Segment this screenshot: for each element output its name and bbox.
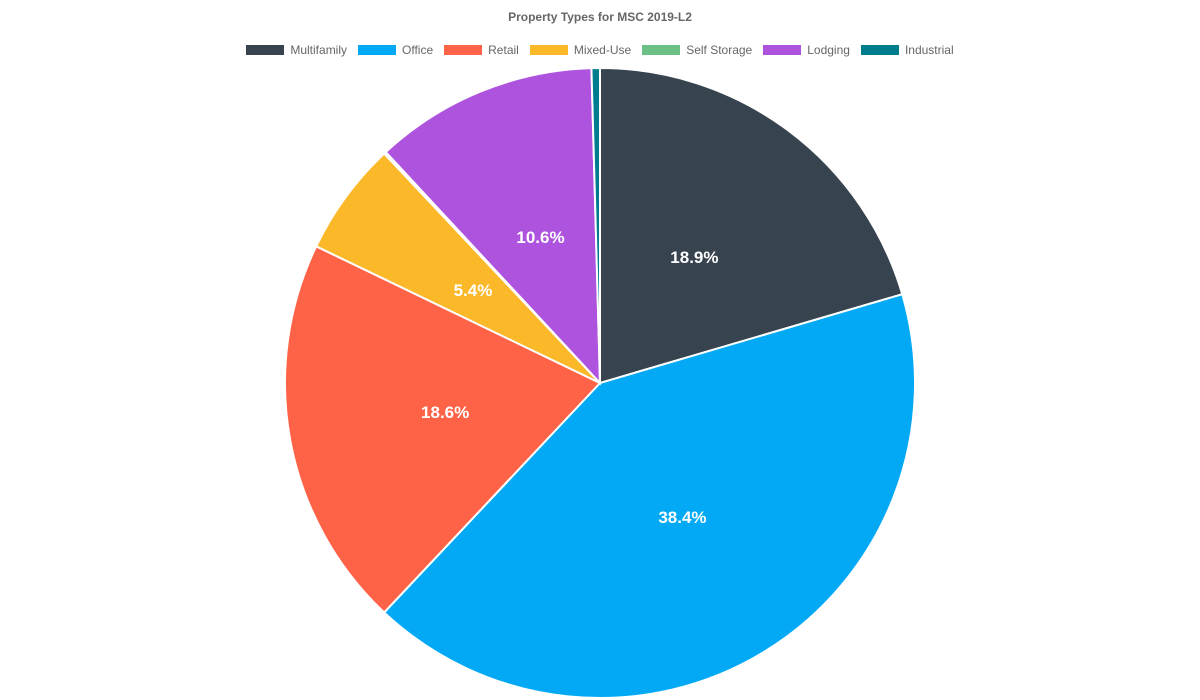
legend-item-lodging[interactable]: Lodging [763,43,850,57]
legend-item-mixed-use[interactable]: Mixed-Use [529,43,632,57]
legend-swatch [860,45,899,55]
legend-item-office[interactable]: Office [358,43,433,57]
legend-item-multifamily[interactable]: Multifamily [246,43,347,57]
legend-label: Mixed-Use [573,43,632,57]
legend-item-self-storage[interactable]: Self Storage [642,43,752,57]
data-label-mixed-use: 5.4% [454,281,493,300]
data-label-multifamily: 18.9% [670,248,718,267]
legend-item-retail[interactable]: Retail [444,43,519,57]
data-label-lodging: 10.6% [516,228,564,247]
legend-label: Multifamily [290,43,348,57]
legend-label: Office [402,43,434,57]
legend-swatch [529,45,568,55]
pie-slice-retail[interactable] [284,244,602,614]
legend-item-industrial[interactable]: Industrial [860,43,954,57]
pie-slice-office[interactable] [382,293,916,699]
legend-label: Self Storage [686,43,753,57]
legend-swatch [763,45,802,55]
legend: Multifamily Office Retail Mixed-Use Self Sto… [0,43,1200,57]
pie-slice-multifamily[interactable] [599,66,904,385]
legend-label: Retail [488,43,519,57]
legend-label: Lodging [807,43,850,57]
legend-swatch [444,45,483,55]
pie-slice-industrial[interactable] [590,66,601,384]
legend-swatch [246,45,285,55]
chart-title: Property Types for MSC 2019-L2 [508,10,692,24]
legend-swatch [642,45,681,55]
data-label-retail: 18.6% [421,403,469,422]
data-label-office: 38.4% [658,508,706,527]
legend-swatch [358,45,397,55]
legend-label: Industrial [904,43,954,57]
pie-slice-lodging[interactable] [384,67,602,386]
